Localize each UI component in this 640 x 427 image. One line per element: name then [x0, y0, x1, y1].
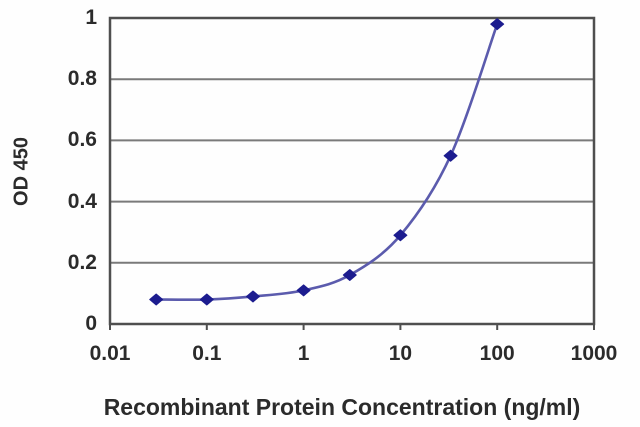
data-point-marker [393, 229, 408, 242]
data-point-marker [490, 18, 505, 31]
series-curve [156, 23, 499, 302]
y-tick-label: 0.2 [67, 250, 97, 274]
data-point-marker [296, 284, 311, 297]
data-point-marker [199, 293, 214, 306]
x-tick-label: 0.1 [192, 342, 222, 365]
x-axis-title: Recombinant Protein Concentration (ng/ml… [103, 394, 581, 420]
y-tick-label: 1 [85, 6, 97, 29]
x-tick-label: 1000 [570, 342, 618, 365]
y-tick-label: 0 [85, 312, 97, 335]
data-point-marker [342, 269, 357, 282]
y-tick-label: 0.8 [67, 67, 97, 91]
x-tick-label: 0.01 [89, 342, 131, 365]
x-tick-label: 10 [388, 342, 413, 365]
x-tick-label: 1 [297, 342, 310, 365]
x-tick-label: 100 [479, 342, 515, 365]
plot-border [108, 16, 596, 326]
data-point-marker [245, 290, 260, 303]
y-tick-label: 0.6 [67, 128, 97, 152]
data-point-marker [443, 149, 458, 162]
y-tick-label: 0.4 [67, 189, 97, 213]
y-axis-title: OD 450 [10, 137, 33, 206]
data-point-marker [149, 293, 164, 306]
